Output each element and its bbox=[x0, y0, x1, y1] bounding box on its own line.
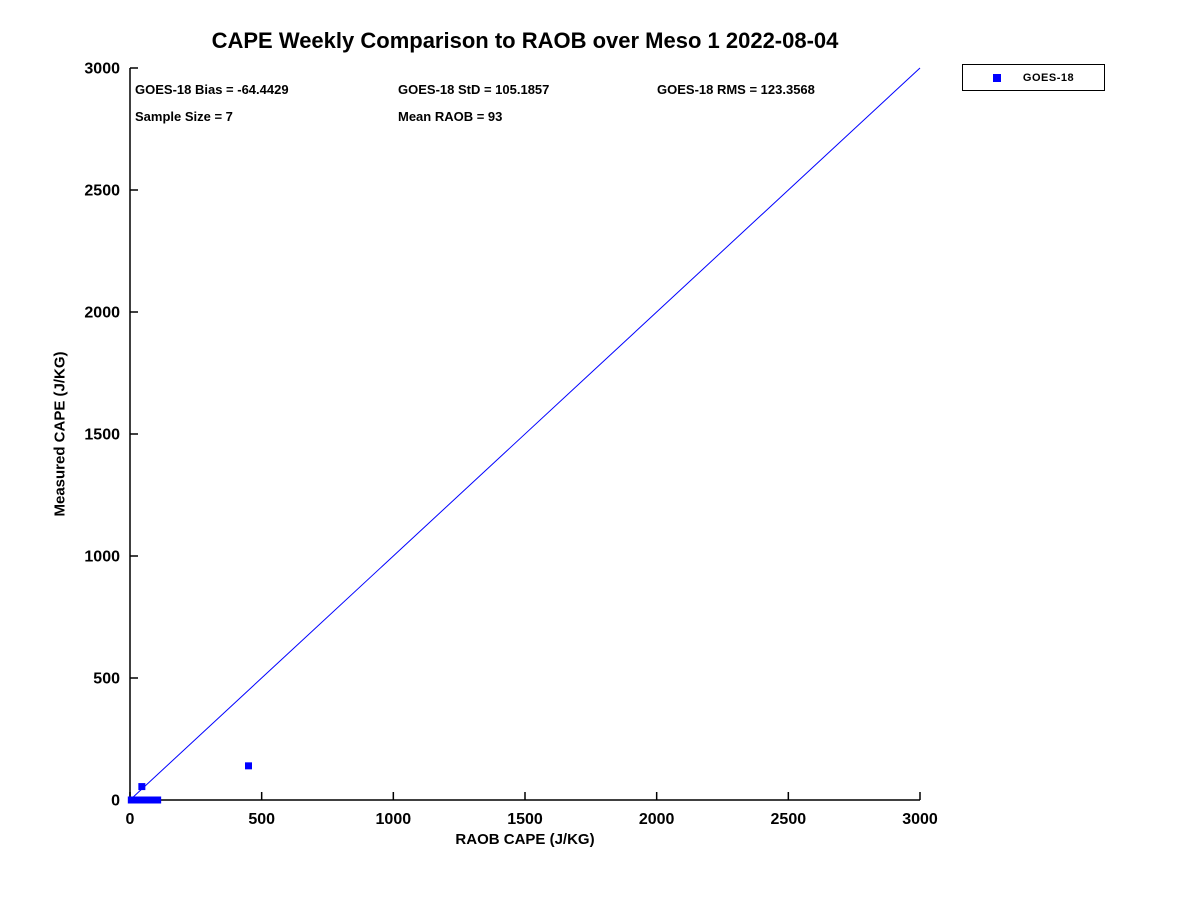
y-tick-label: 0 bbox=[111, 793, 120, 810]
x-tick-label: 1000 bbox=[376, 811, 412, 828]
chart-title: CAPE Weekly Comparison to RAOB over Meso… bbox=[211, 28, 839, 53]
data-point bbox=[134, 796, 142, 804]
x-tick-label: 3000 bbox=[902, 811, 938, 828]
y-tick-label: 2000 bbox=[84, 305, 120, 322]
data-point bbox=[245, 762, 252, 770]
y-tick-label: 1500 bbox=[84, 427, 120, 444]
y-tick-label: 2500 bbox=[84, 183, 120, 200]
x-tick-label: 2500 bbox=[771, 811, 807, 828]
x-tick-label: 2000 bbox=[639, 811, 675, 828]
y-tick-label: 1000 bbox=[84, 549, 120, 566]
y-tick-label: 500 bbox=[93, 671, 120, 688]
legend-square-marker-icon bbox=[992, 73, 1001, 82]
legend-label: GOES-18 bbox=[1022, 71, 1075, 84]
legend: GOES-18 bbox=[962, 64, 1105, 91]
x-tick-label: 0 bbox=[126, 811, 135, 828]
data-point bbox=[140, 796, 148, 804]
reference-line bbox=[129, 67, 921, 801]
stat-mean-raob: Mean RAOB = 93 bbox=[398, 109, 503, 124]
data-point bbox=[138, 783, 146, 791]
y-tick-label: 3000 bbox=[84, 61, 120, 78]
x-tick-label: 500 bbox=[248, 811, 275, 828]
x-axis-label: RAOB CAPE (J/KG) bbox=[455, 831, 595, 848]
stat-bias: GOES-18 Bias = -64.4429 bbox=[135, 82, 289, 97]
stat-sample-size: Sample Size = 7 bbox=[135, 109, 233, 124]
data-point bbox=[154, 796, 162, 804]
stat-rms: GOES-18 RMS = 123.3568 bbox=[657, 82, 815, 97]
data-point bbox=[127, 796, 135, 804]
data-point bbox=[147, 796, 155, 804]
x-tick-label: 1500 bbox=[507, 811, 543, 828]
stat-std: GOES-18 StD = 105.1857 bbox=[398, 82, 550, 97]
